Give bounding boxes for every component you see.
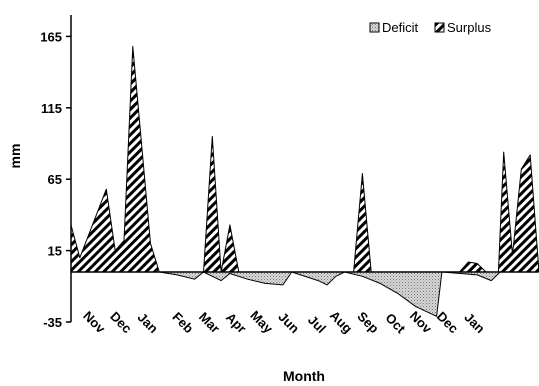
y-tick-label: 115 (41, 101, 62, 116)
legend-swatch-deficit (369, 22, 380, 33)
x-tick-label: Nov (80, 308, 109, 337)
x-tick-label: Apr (223, 310, 249, 336)
x-axis-title: Month (283, 368, 325, 384)
x-tick-label: Jan (135, 310, 161, 336)
y-tick-label: 65 (48, 172, 62, 187)
x-tick-label: Aug (327, 308, 356, 337)
legend-swatch-surplus (434, 22, 445, 33)
x-tick-label: Oct (382, 310, 408, 336)
legend-label-deficit: Deficit (382, 20, 419, 35)
x-tick-label: Sep (354, 309, 382, 337)
y-tick-label: 15 (48, 244, 62, 259)
y-tick-label: -35 (43, 315, 62, 330)
x-tick-label: May (247, 308, 276, 337)
x-tick-label: Jul (305, 312, 329, 336)
x-tick-label: Dec (107, 309, 134, 336)
series-area-surplus (70, 45, 539, 273)
legend: Deficit Surplus (369, 20, 492, 35)
y-tick-label: 165 (40, 29, 62, 44)
x-tick-label: Jun (275, 309, 302, 336)
x-tick-label: Dec (434, 309, 461, 336)
series-layer (70, 45, 539, 317)
legend-label-surplus: Surplus (447, 20, 492, 35)
y-axis-ticks: 165 115 65 15 -35 (40, 29, 71, 330)
x-tick-label: Mar (196, 309, 223, 336)
x-tick-label: Jan (461, 310, 487, 336)
y-axis-title: mm (7, 144, 23, 169)
series-area-deficit (158, 271, 501, 317)
x-tick-label: Feb (170, 309, 197, 336)
